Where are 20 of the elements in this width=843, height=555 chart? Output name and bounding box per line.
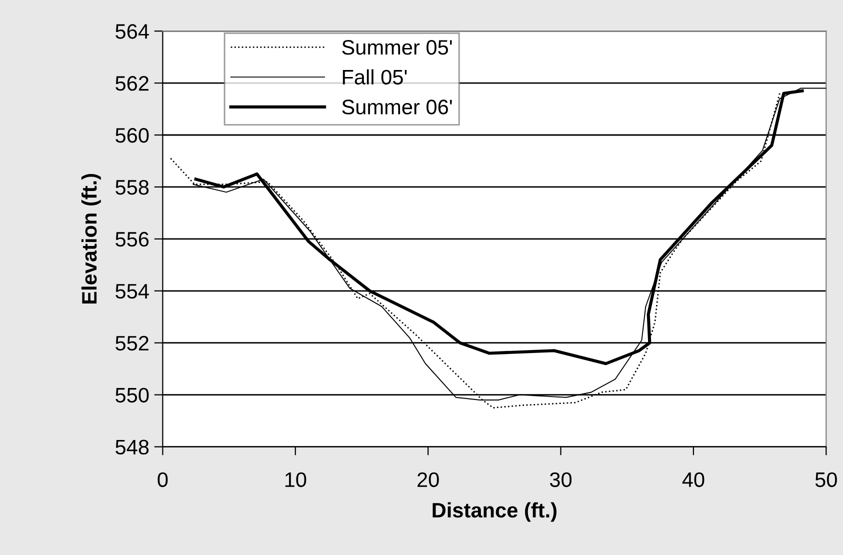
y-tick-label: 552	[116, 336, 148, 351]
y-tick-label: 564	[116, 24, 149, 39]
y-tick-label: 556	[116, 232, 149, 247]
y-axis-title: Elevation (ft.)	[81, 174, 101, 304]
x-tick-label: 40	[682, 472, 704, 488]
x-tick-label: 20	[418, 472, 439, 488]
y-tick-label: 548	[116, 440, 149, 455]
x-tick-label: 50	[815, 472, 837, 488]
y-tick-label: 560	[116, 128, 149, 143]
x-tick-label: 10	[285, 472, 306, 488]
x-axis-title: Distance (ft.)	[432, 502, 556, 522]
x-tick-label: 30	[550, 472, 572, 488]
y-tick-label: 562	[116, 76, 148, 91]
y-tick-label: 550	[116, 388, 149, 403]
legend-label: Summer 06'	[342, 100, 452, 114]
legend-label: Summer 05'	[342, 40, 452, 55]
legend-label: Fall 05'	[342, 69, 407, 85]
y-tick-label: 554	[116, 284, 149, 299]
y-tick-label: 558	[116, 180, 149, 195]
x-tick-label: 0	[158, 472, 168, 488]
